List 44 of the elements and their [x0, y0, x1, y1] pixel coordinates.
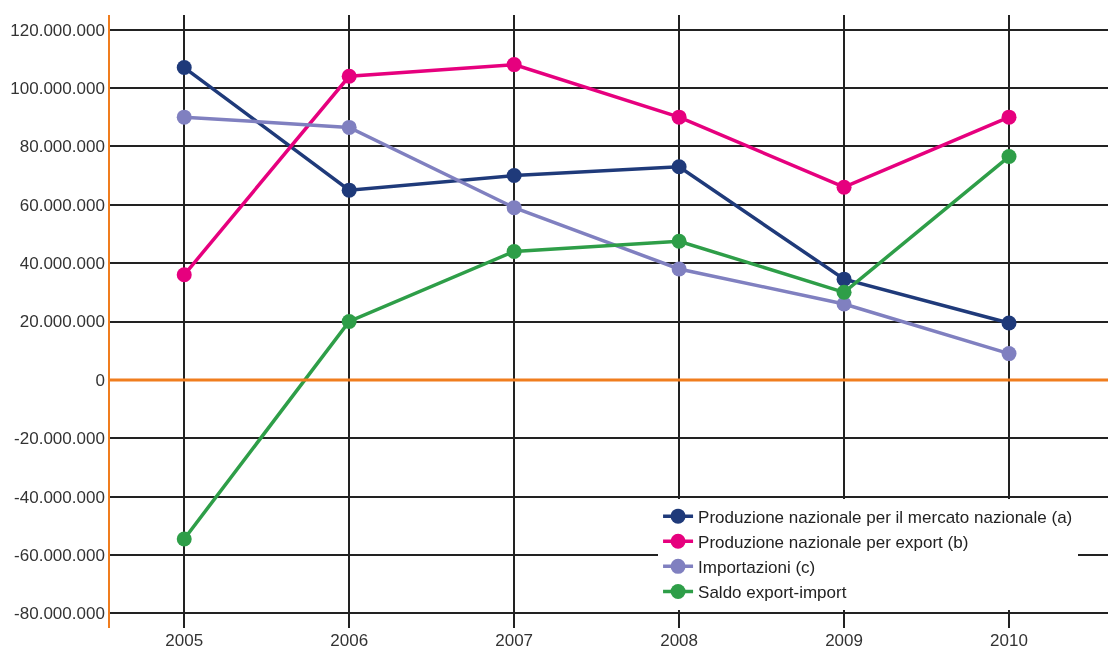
point	[1001, 315, 1017, 331]
y-tick-label: 60.000.000	[19, 195, 105, 215]
legend-label: Produzione nazionale per export (b)	[698, 532, 969, 552]
point	[506, 168, 522, 184]
point	[341, 119, 357, 135]
point	[506, 200, 522, 216]
legend-label: Produzione nazionale per il mercato nazionale (a)	[698, 507, 1073, 527]
point	[176, 267, 192, 283]
x-tick-label: 2009	[825, 631, 863, 650]
y-tick-label: -60.000.000	[14, 545, 105, 565]
point	[506, 243, 522, 259]
point	[836, 179, 852, 195]
point	[836, 284, 852, 300]
x-tick-label: 2005	[165, 631, 204, 650]
legend-label: Importazioni (c)	[698, 557, 816, 577]
point	[341, 314, 357, 329]
point	[671, 261, 687, 277]
point	[671, 109, 687, 125]
x-tick-label: 2010	[990, 631, 1028, 650]
point	[671, 233, 687, 249]
point	[1001, 346, 1017, 362]
point	[176, 531, 192, 547]
x-tick-label: 2007	[495, 631, 534, 650]
point	[341, 68, 357, 84]
x-tick-label: 2006	[330, 631, 369, 650]
y-tick-label: 120.000.000	[10, 20, 105, 40]
legend-label: Saldo export-import	[698, 583, 847, 603]
y-tick-label: -40.000.000	[14, 487, 105, 507]
point	[836, 271, 852, 287]
point	[671, 159, 687, 175]
y-tick-label: -20.000.000	[14, 429, 105, 449]
y-tick-label: 40.000.000	[19, 254, 105, 274]
point	[176, 60, 192, 76]
y-tick-label: 0	[95, 370, 105, 390]
y-tick-label: 80.000.000	[19, 137, 105, 157]
point	[176, 109, 192, 125]
point	[506, 57, 522, 73]
y-tick-label: 20.000.000	[19, 312, 105, 332]
point	[1001, 149, 1017, 165]
y-tick-label: -80.000.000	[14, 604, 105, 624]
y-tick-label: 100.000.000	[10, 78, 105, 98]
x-tick-label: 2008	[660, 631, 699, 650]
point	[1001, 109, 1017, 125]
point	[341, 182, 357, 198]
